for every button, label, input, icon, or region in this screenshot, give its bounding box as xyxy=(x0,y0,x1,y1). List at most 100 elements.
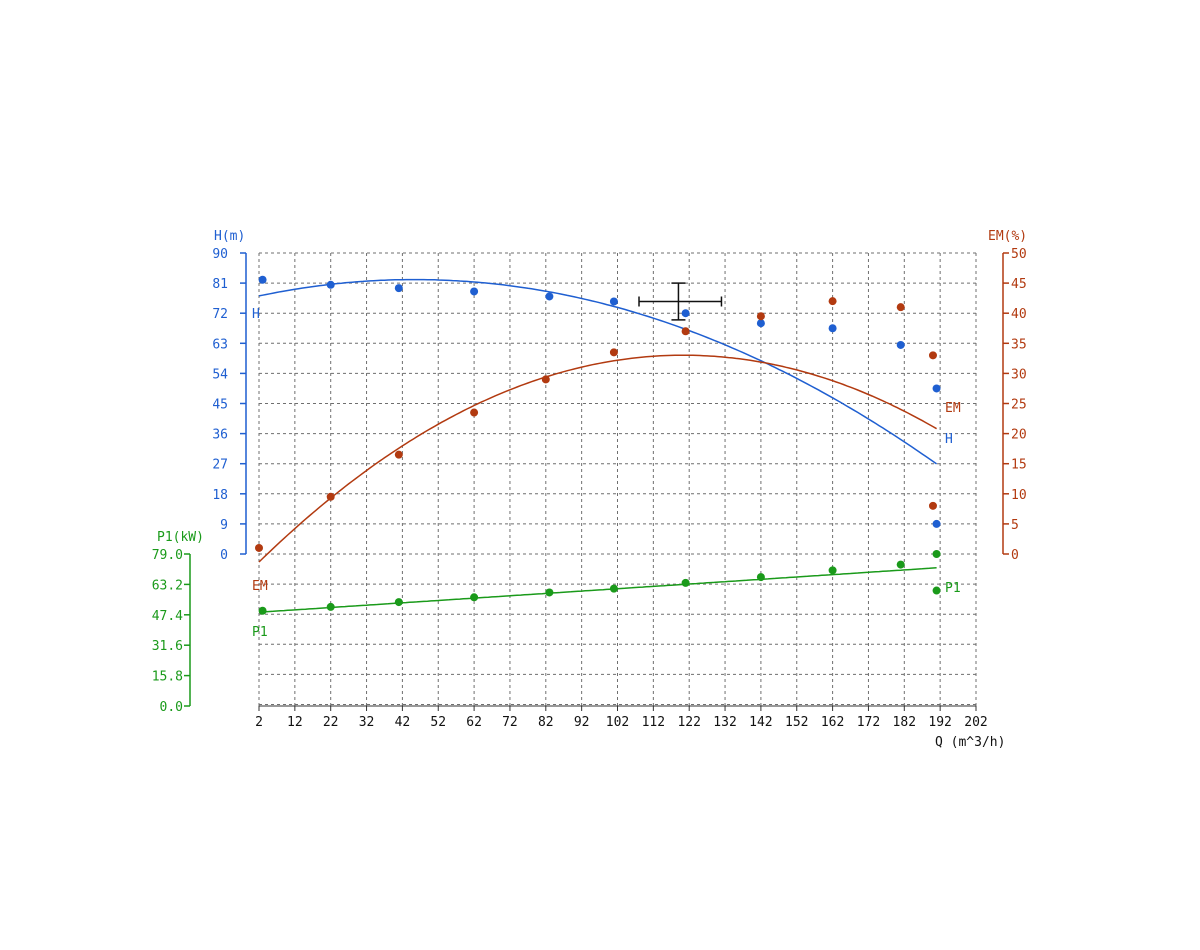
em-axis-tick-label: 35 xyxy=(1011,337,1027,352)
h-axis-tick-label: 36 xyxy=(212,428,228,443)
p1-curve-label: P1 xyxy=(252,625,268,640)
h-data-point xyxy=(932,519,941,528)
em-curve-label: EM xyxy=(252,579,268,594)
x-tick-label: 122 xyxy=(677,715,700,730)
em-axis-tick-label: 30 xyxy=(1011,367,1027,382)
h-axis-tick-label: 63 xyxy=(212,337,228,352)
h-axis-title: H(m) xyxy=(214,229,245,244)
p1-data-point xyxy=(470,593,479,602)
em-data-point xyxy=(928,351,937,360)
p1-data-point xyxy=(258,606,267,615)
p1-axis-tick-label: 47.4 xyxy=(152,609,183,624)
h-fit-curve xyxy=(258,278,938,465)
h-axis-tick-label: 9 xyxy=(220,518,228,533)
h-data-point xyxy=(394,284,403,293)
em-data-point xyxy=(541,375,550,384)
x-tick-label: 92 xyxy=(574,715,590,730)
em-data-point xyxy=(394,450,403,459)
x-tick-label: 52 xyxy=(430,715,446,730)
data-points xyxy=(255,275,941,615)
p1-data-point xyxy=(326,602,335,611)
h-data-point xyxy=(896,340,905,349)
em-axis-tick-label: 40 xyxy=(1011,307,1027,322)
em-data-point xyxy=(896,303,905,312)
x-tick-label: 32 xyxy=(359,715,375,730)
x-tick-label: 2 xyxy=(255,715,263,730)
h-data-point xyxy=(326,280,335,289)
h-axis-tick-label: 45 xyxy=(212,398,228,413)
em-axis-tick-label: 45 xyxy=(1011,277,1027,292)
x-tick-label: 202 xyxy=(964,715,987,730)
x-tick-label: 82 xyxy=(538,715,554,730)
x-tick-label: 12 xyxy=(287,715,303,730)
em-axis-tick-label: 20 xyxy=(1011,428,1027,443)
x-tick-label: 62 xyxy=(466,715,482,730)
em-axis-tick-label: 5 xyxy=(1011,518,1019,533)
x-tick-label: 42 xyxy=(395,715,411,730)
p1-axis-tick-label: 0.0 xyxy=(160,700,183,715)
x-tick-label: 142 xyxy=(749,715,772,730)
h-axis-tick-label: 18 xyxy=(212,488,228,503)
h-curve-label: H xyxy=(945,432,953,447)
p1-axis-tick-label: 63.2 xyxy=(152,578,183,593)
em-data-point xyxy=(609,348,618,357)
em-fit-curve xyxy=(258,354,937,563)
x-tick-label: 152 xyxy=(785,715,808,730)
h-data-point xyxy=(258,275,267,284)
em-axis-tick-label: 0 xyxy=(1011,548,1019,563)
p1-data-point xyxy=(394,598,403,607)
p1-data-point xyxy=(932,586,941,595)
em-axis-tick-label: 25 xyxy=(1011,398,1027,413)
p1-axis-title: P1(kW) xyxy=(157,530,204,545)
operating-point-marker xyxy=(638,282,723,321)
p1-data-point xyxy=(828,566,837,575)
p1-axis-tick-label: 31.6 xyxy=(152,639,183,654)
p1-data-point xyxy=(756,573,765,582)
em-data-point xyxy=(255,543,263,552)
h-curve-label: H xyxy=(252,307,260,322)
fit-curves xyxy=(258,278,938,613)
h-axis-tick-label: 90 xyxy=(212,247,228,262)
x-tick-label: 182 xyxy=(893,715,916,730)
em-data-point xyxy=(756,312,765,321)
x-tick-label: 172 xyxy=(857,715,880,730)
h-axis-tick-label: 54 xyxy=(212,367,228,382)
h-data-point xyxy=(545,292,554,301)
em-axis-title: EM(%) xyxy=(988,229,1027,244)
em-data-point xyxy=(928,501,937,510)
x-tick-label: 162 xyxy=(821,715,844,730)
h-axis-tick-label: 27 xyxy=(212,458,228,473)
p1-data-point xyxy=(932,550,941,558)
h-data-point xyxy=(756,319,765,328)
h-data-point xyxy=(470,287,479,296)
em-axis-tick-label: 50 xyxy=(1011,247,1027,262)
x-tick-label: 22 xyxy=(323,715,339,730)
x-tick-label: 72 xyxy=(502,715,518,730)
h-axis-tick-label: 81 xyxy=(212,277,228,292)
curve-labels: H H EM EM P1 P1 xyxy=(252,307,961,640)
p1-fit-curve xyxy=(258,567,937,613)
em-data-point xyxy=(828,297,837,306)
x-tick-label: 192 xyxy=(928,715,951,730)
em-axis-tick-label: 10 xyxy=(1011,488,1027,503)
p1-axis-tick-label: 79.0 xyxy=(152,548,183,563)
em-axis-tick-label: 15 xyxy=(1011,458,1027,473)
p1-data-point xyxy=(545,588,554,597)
h-data-point xyxy=(932,384,941,393)
p1-data-point xyxy=(896,560,905,569)
x-axis-title: Q (m^3/h) xyxy=(935,735,1005,750)
h-data-point xyxy=(681,309,690,318)
axes: H(m) EM(%) P1(kW) Q (m^3/h) 2 12 22 32 42 52 6… xyxy=(152,229,1027,750)
x-tick-label: 102 xyxy=(606,715,629,730)
x-tick-label: 112 xyxy=(642,715,665,730)
p1-curve-label: P1 xyxy=(945,581,961,596)
p1-data-point xyxy=(609,584,618,593)
em-data-point xyxy=(681,327,690,336)
x-tick-label: 132 xyxy=(713,715,736,730)
em-data-point xyxy=(470,408,479,417)
h-data-point xyxy=(828,324,837,333)
em-curve-label: EM xyxy=(945,401,961,416)
h-axis-tick-label: 0 xyxy=(220,548,228,563)
grid xyxy=(258,252,977,706)
